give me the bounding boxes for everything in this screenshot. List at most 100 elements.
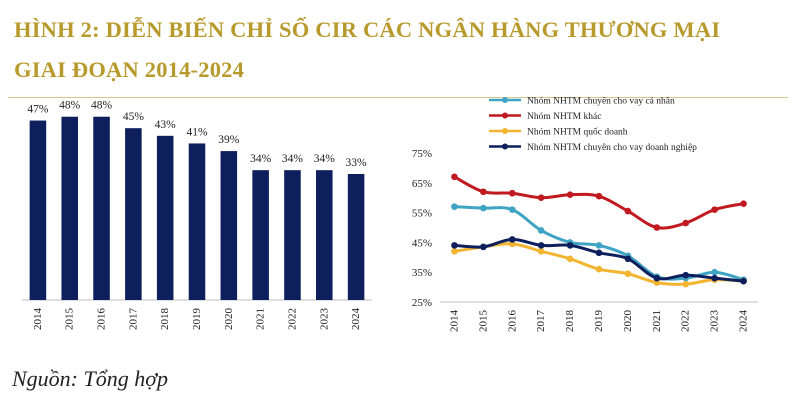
point-corporate-2019 — [595, 249, 603, 257]
point-other-2020 — [624, 207, 632, 215]
bar-data-label-2022: 34% — [282, 153, 304, 165]
line-x-tick-2015: 2015 — [477, 310, 489, 333]
bar-data-label-2020: 39% — [218, 134, 240, 146]
line-x-tick-2020: 2020 — [622, 310, 634, 333]
line-x-tick-2023: 2023 — [709, 310, 721, 333]
bar-data-label-2023: 34% — [314, 153, 336, 165]
point-other-2023 — [711, 206, 718, 213]
bar-data-label-2014: 47% — [27, 104, 49, 116]
bar-data-label-2016: 48% — [91, 100, 113, 112]
line-x-tick-2017: 2017 — [535, 310, 547, 333]
line-x-tick-2024: 2024 — [738, 310, 750, 333]
point-retail-2016 — [508, 206, 516, 213]
point-retail-2019 — [595, 242, 603, 249]
bar-2017 — [125, 128, 142, 300]
point-other-2016 — [508, 189, 516, 197]
bar-x-tick-2024: 2024 — [350, 308, 362, 331]
line-x-tick-2014: 2014 — [448, 310, 460, 333]
point-corporate-2014 — [451, 242, 458, 249]
point-corporate-2024 — [740, 277, 747, 285]
point-corporate-2016 — [508, 236, 516, 243]
line-x-tick-2016: 2016 — [506, 310, 518, 333]
bar-data-label-2015: 48% — [59, 100, 81, 112]
bar-data-label-2024: 33% — [346, 157, 368, 169]
point-retail-2017 — [537, 227, 545, 234]
line-y-tick-45: 45% — [412, 237, 432, 249]
point-retail-2015 — [480, 204, 487, 212]
point-state-2019 — [595, 265, 603, 273]
point-other-2021 — [653, 224, 661, 231]
point-state-2014 — [451, 248, 458, 255]
bar-data-label-2019: 41% — [186, 126, 208, 138]
legend-marker-corporate — [502, 143, 508, 150]
point-other-2019 — [595, 192, 603, 200]
legend-label-state: Nhóm NHTM quốc doanh — [527, 127, 628, 138]
bar-data-label-2017: 45% — [123, 111, 145, 123]
point-corporate-2018 — [566, 242, 574, 249]
point-other-2015 — [480, 188, 487, 196]
bar-2023 — [316, 170, 333, 300]
point-corporate-2015 — [480, 243, 487, 251]
line-y-tick-25: 25% — [412, 297, 432, 309]
point-other-2024 — [740, 200, 747, 207]
bar-x-tick-2017: 2017 — [127, 308, 139, 331]
line-x-tick-2021: 2021 — [651, 310, 663, 332]
bar-x-tick-2015: 2015 — [64, 308, 76, 331]
bar-data-label-2018: 43% — [155, 119, 177, 131]
line-y-tick-75: 75% — [412, 148, 432, 160]
figure-title: HÌNH 2: DIỄN BIẾN CHỈ SỐ CIR CÁC NGÂN HÀ… — [14, 10, 784, 90]
title-line-1: HÌNH 2: DIỄN BIẾN CHỈ SỐ CIR CÁC NGÂN HÀ… — [14, 17, 721, 42]
source-note: Nguồn: Tổng hợp — [12, 366, 168, 391]
point-corporate-2021 — [653, 274, 661, 282]
bar-chart: 47% 2014 48% 2015 48% 2016 45% 2017 43% 2018 41% 20… — [22, 100, 372, 330]
bar-x-tick-2020: 2020 — [223, 308, 235, 331]
point-other-2017 — [537, 194, 545, 201]
point-other-2018 — [566, 191, 574, 199]
bar-data-label-2021: 34% — [250, 153, 272, 165]
point-state-2022 — [682, 280, 690, 288]
legend-label-other: Nhóm NHTM khác — [527, 112, 601, 122]
bar-x-tick-2023: 2023 — [318, 308, 330, 331]
line-x-tick-2022: 2022 — [680, 310, 692, 332]
point-other-2022 — [682, 219, 690, 227]
title-line-2: GIAI ĐOẠN 2014-2024 — [14, 57, 245, 82]
bar-x-tick-2021: 2021 — [255, 308, 267, 330]
bar-x-tick-2022: 2022 — [286, 308, 298, 330]
bar-2020 — [220, 151, 238, 300]
line-y-tick-55: 55% — [412, 208, 432, 220]
legend-marker-retail — [502, 97, 508, 103]
bar-2018 — [156, 135, 174, 300]
point-state-2018 — [566, 255, 574, 263]
bar-2019 — [188, 143, 206, 300]
bar-x-tick-2019: 2019 — [191, 308, 203, 331]
point-corporate-2022 — [682, 271, 690, 279]
line-y-tick-65: 65% — [412, 178, 432, 190]
bar-2021 — [252, 170, 269, 300]
line-x-tick-2018: 2018 — [564, 310, 576, 333]
bar-x-tick-2018: 2018 — [159, 308, 171, 331]
line-x-tick-2019: 2019 — [593, 310, 605, 333]
bar-2016 — [93, 116, 110, 301]
point-state-2017 — [537, 248, 545, 255]
bar-x-tick-2014: 2014 — [32, 308, 44, 331]
line-chart: 75% 65% 55% 45% 35% 25% 2014 2015 2016 2017 2018 20… — [412, 97, 758, 333]
bar-x-tick-2016: 2016 — [96, 308, 108, 331]
title-divider — [8, 97, 788, 98]
point-other-2014 — [451, 173, 458, 181]
point-corporate-2023 — [711, 274, 718, 282]
legend-label-corporate: Nhóm NHTM chuyên cho vay doanh nghiệp — [527, 143, 697, 153]
bar-2022 — [284, 170, 301, 300]
legend-label-retail: Nhóm NHTM chuyên cho vay cá nhân — [527, 97, 675, 107]
point-state-2020 — [624, 270, 632, 277]
bar-2014 — [29, 120, 47, 300]
bar-2024 — [347, 174, 365, 300]
legend-marker-other — [502, 112, 508, 119]
line-y-tick-35: 35% — [412, 267, 432, 279]
point-corporate-2020 — [624, 255, 632, 263]
line-series-other — [452, 175, 746, 230]
point-retail-2014 — [451, 203, 458, 210]
bar-2015 — [61, 116, 78, 301]
legend-marker-state — [502, 128, 508, 134]
